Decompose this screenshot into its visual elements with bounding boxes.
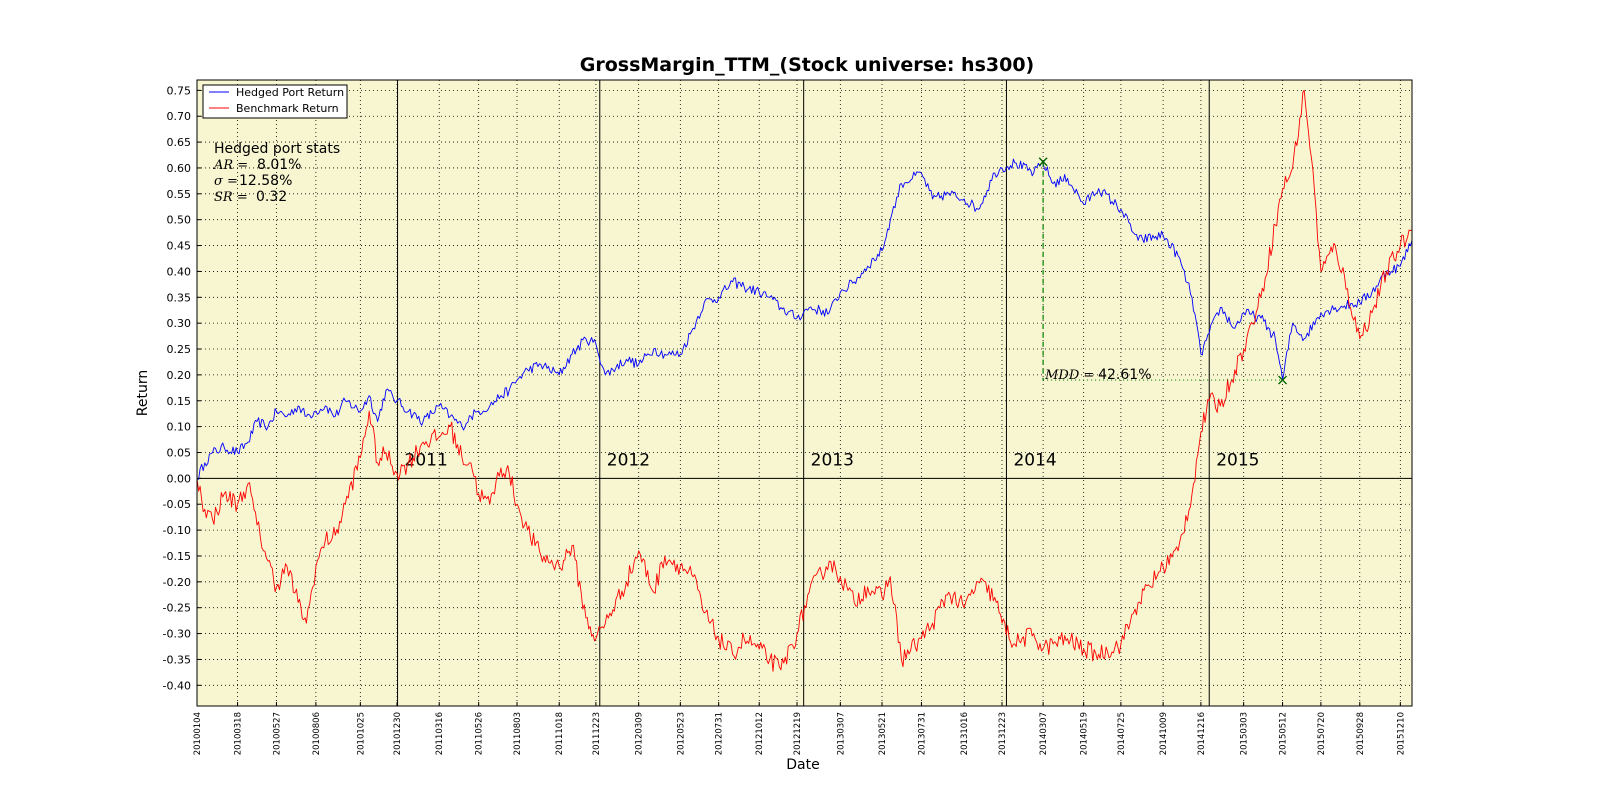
x-tick-label: 20150928 xyxy=(1356,712,1366,755)
x-tick-label: 20100806 xyxy=(312,712,322,755)
x-tick-label: 20140519 xyxy=(1080,712,1090,755)
y-tick-label: 0.45 xyxy=(167,240,192,253)
x-tick-label: 20130731 xyxy=(917,712,927,755)
series-layer xyxy=(196,89,1413,672)
y-tick-label: -0.05 xyxy=(163,498,191,511)
legend-label-hedged: Hedged Port Return xyxy=(236,86,344,99)
y-tick-label: 0.30 xyxy=(167,317,192,330)
x-tick-label: 20100527 xyxy=(272,712,282,755)
benchmark-return-line xyxy=(196,89,1413,672)
year-label: 2012 xyxy=(607,450,650,470)
stats-ar-symbol: AR = xyxy=(213,158,248,173)
max-drawdown-annotation: MDD = 42.61% xyxy=(1038,157,1288,385)
year-label: 2013 xyxy=(811,450,854,470)
hedged-port-return-line xyxy=(196,158,1413,480)
x-tick-label: 20121219 xyxy=(793,712,803,755)
x-tick-label: 20131016 xyxy=(960,712,970,755)
y-tick-label: -0.25 xyxy=(163,602,191,615)
stats-sigma-symbol: σ = xyxy=(214,174,238,189)
x-tick-label: 20140307 xyxy=(1039,712,1049,755)
y-tick-label: 0.00 xyxy=(167,472,192,485)
plot-frame xyxy=(196,79,1413,707)
y-tick-label: 0.55 xyxy=(167,188,192,201)
x-tick-label: 20150303 xyxy=(1240,712,1250,755)
x-tick-label: 20110316 xyxy=(435,712,445,755)
x-tick-label: 20150720 xyxy=(1317,712,1327,755)
x-tick-label: 20111223 xyxy=(592,712,602,755)
year-label: 2015 xyxy=(1216,450,1259,470)
y-tick-label: 0.20 xyxy=(167,369,192,382)
x-tick-label: 20131223 xyxy=(998,712,1008,755)
x-tick-label: 20150512 xyxy=(1279,712,1289,755)
x-tick-label: 20141216 xyxy=(1197,712,1207,755)
y-tick-label: -0.40 xyxy=(163,679,191,692)
y-tick-label: 0.65 xyxy=(167,136,192,149)
y-tick-label: -0.20 xyxy=(163,576,191,589)
mdd-symbol: MDD = xyxy=(1044,368,1094,383)
stats-title: Hedged port stats xyxy=(214,141,340,157)
y-tick-label: -0.15 xyxy=(163,550,191,563)
x-tick-label: 20101230 xyxy=(393,712,403,755)
legend-label-benchmark: Benchmark Return xyxy=(236,102,339,115)
y-axis-ticks: 0.75 0.70 0.65 0.60 0.55 0.50 0.45 0.40 0.35 0.30… xyxy=(163,84,201,692)
legend-box xyxy=(202,84,348,119)
stats-sr-symbol: SR = xyxy=(214,190,248,205)
y-tick-label: 0.60 xyxy=(167,162,192,175)
x-tick-label: 20101025 xyxy=(356,712,366,755)
y-tick-label: 0.15 xyxy=(167,395,192,408)
y-tick-label: 0.10 xyxy=(167,421,192,434)
y-tick-label: -0.35 xyxy=(163,653,191,666)
x-tick-label: 20100104 xyxy=(193,712,203,755)
mdd-peak-marker xyxy=(1038,157,1048,167)
x-axis-label: Date xyxy=(786,757,819,773)
legend: Hedged Port Return Benchmark Return xyxy=(202,84,348,119)
x-axis-ticks: 20100104 20100318 20100527 20100806 20101025… xyxy=(193,702,1406,755)
x-tick-label: 20110803 xyxy=(513,712,523,755)
x-tick-label: 20140725 xyxy=(1117,712,1127,755)
y-tick-label: 0.40 xyxy=(167,265,192,278)
plot-area xyxy=(197,80,1412,706)
y-tick-label: 0.70 xyxy=(167,110,192,123)
x-tick-label: 20121012 xyxy=(755,712,765,755)
hedged-port-stats: Hedged port stats AR = 8.01% σ = 12.58% … xyxy=(213,141,340,205)
y-tick-label: 0.75 xyxy=(167,84,192,97)
y-tick-label: 0.50 xyxy=(167,214,192,227)
y-tick-label: 0.35 xyxy=(167,291,192,304)
x-tick-label: 20100318 xyxy=(234,712,244,755)
stats-sr-value: 0.32 xyxy=(256,189,287,205)
y-tick-label: 0.25 xyxy=(167,343,192,356)
year-divider-lines: 2011 2012 2013 2014 2015 xyxy=(397,80,1259,706)
x-tick-label: 20120309 xyxy=(635,712,645,755)
chart-title: GrossMargin_TTM_(Stock universe: hs300) xyxy=(580,54,1034,76)
x-tick-label: 20130307 xyxy=(836,712,846,755)
y-axis-label: Return xyxy=(135,370,151,416)
x-tick-label: 20141009 xyxy=(1159,712,1169,755)
x-tick-label: 20110526 xyxy=(475,712,485,755)
x-tick-label: 20120731 xyxy=(715,712,725,755)
x-tick-label: 20151210 xyxy=(1396,712,1406,755)
x-tick-label: 20111018 xyxy=(555,712,565,755)
mdd-value: 42.61% xyxy=(1098,367,1151,383)
x-tick-label: 20130521 xyxy=(878,712,888,755)
x-tick-label: 20120523 xyxy=(676,712,686,755)
y-tick-label: 0.05 xyxy=(167,446,192,459)
stats-sigma-value: 12.58% xyxy=(239,173,292,189)
mdd-trough-marker xyxy=(1278,375,1288,385)
y-tick-label: -0.30 xyxy=(163,628,191,641)
year-label: 2014 xyxy=(1013,450,1056,470)
stats-ar-value: 8.01% xyxy=(257,157,301,173)
y-tick-label: -0.10 xyxy=(163,524,191,537)
